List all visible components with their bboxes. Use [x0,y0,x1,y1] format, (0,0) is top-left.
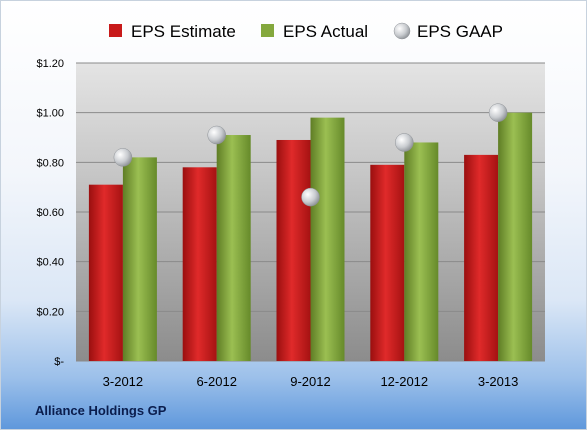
y-tick-label: $0.20 [36,306,64,318]
legend-swatch [261,24,274,37]
eps-gaap-marker [395,133,414,152]
x-category-label: 9-2012 [290,374,330,389]
eps-actual-bar [122,157,157,361]
x-category-label: 3-2013 [478,374,518,389]
eps-estimate-bar [370,164,405,361]
eps-gaap-marker [207,125,226,145]
legend-swatch [393,22,411,40]
eps-estimate-bar [464,154,499,361]
eps-actual-bar [404,142,439,361]
eps-actual-bar [498,112,533,362]
x-category-label: 12-2012 [380,374,428,389]
y-tick-label: $1.20 [36,58,64,70]
legend-label: EPS Actual [283,22,368,41]
x-category-label: 3-2012 [103,374,143,389]
legend-swatch [109,24,122,37]
eps-gaap-marker [113,148,133,167]
eps-actual-bar [310,117,345,361]
eps-actual-bar [216,135,251,361]
y-tick-label: $0.80 [36,157,64,169]
y-tick-label: $1.00 [36,108,64,120]
y-tick-label: $- [54,356,64,368]
eps-gaap-marker [488,103,508,122]
eps-gaap-marker [301,187,320,207]
legend-label: EPS Estimate [131,22,236,41]
company-name: Alliance Holdings GP [35,403,167,418]
y-tick-label: $0.60 [36,207,64,219]
eps-estimate-bar [88,184,123,361]
x-category-label: 6-2012 [196,374,236,389]
y-tick-label: $0.40 [36,257,64,269]
eps-estimate-bar [276,139,311,361]
legend-label: EPS GAAP [417,22,503,41]
eps-estimate-bar [182,167,217,361]
